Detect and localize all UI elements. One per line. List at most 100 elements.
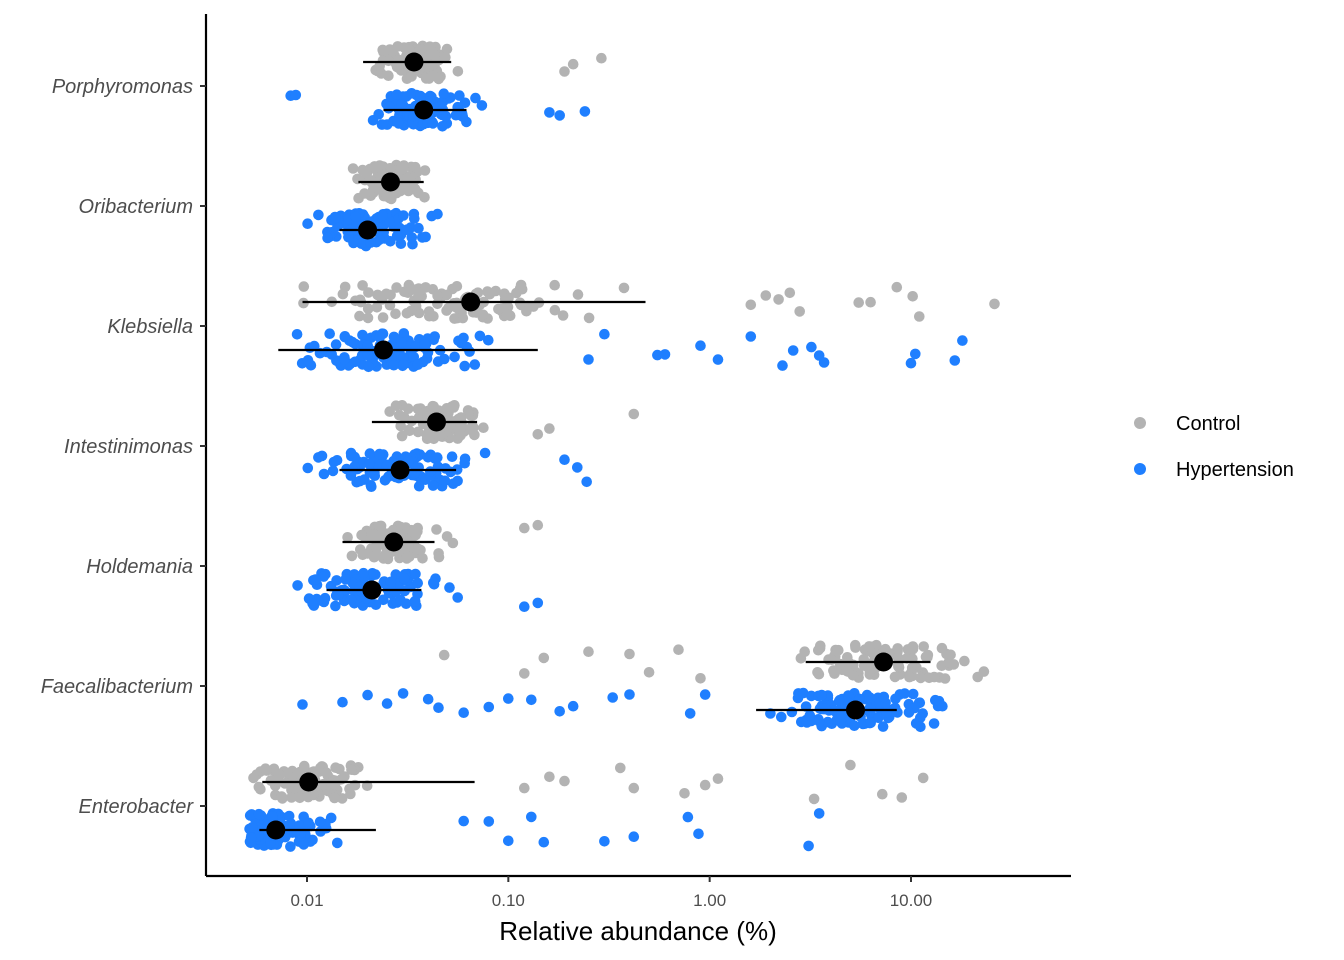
control-point [395, 420, 407, 432]
control-point [936, 642, 948, 654]
hypertension-point [322, 232, 333, 244]
hypertension-point [599, 328, 610, 340]
control-point [441, 403, 453, 414]
hypertension-point [903, 707, 915, 718]
control-point [904, 671, 915, 683]
control-point [922, 649, 934, 661]
hypertension-point [579, 106, 591, 117]
hypertension-point [519, 601, 530, 612]
control-point [419, 407, 431, 419]
control-point [493, 303, 504, 315]
control-point [845, 759, 856, 771]
control-point [945, 649, 956, 661]
control-point [362, 312, 374, 324]
control-point [329, 792, 340, 804]
hypertension-point [379, 475, 391, 486]
control-point [559, 66, 570, 77]
hypertension-point [422, 693, 434, 705]
hypertension-point [881, 707, 892, 718]
hypertension-median-point [358, 220, 378, 240]
hypertension-point [327, 465, 339, 477]
hypertension-point [364, 448, 376, 459]
hypertension-point [415, 90, 426, 102]
hypertension-point [410, 568, 421, 580]
control-point [914, 311, 925, 322]
control-point [330, 762, 341, 773]
control-point [410, 161, 421, 173]
control-point [371, 542, 383, 553]
control-point [808, 793, 820, 805]
y-tick-label: Oribacterium [79, 196, 193, 218]
control-point [583, 646, 594, 657]
hypertension-point [367, 568, 378, 579]
hypertension-point [446, 451, 458, 463]
control-point [433, 551, 445, 563]
control-point [397, 163, 409, 175]
hypertension-point [427, 118, 439, 129]
hypertension-point [428, 577, 439, 589]
control-point [538, 652, 550, 664]
hypertension-point [470, 92, 481, 104]
hypertension-point [307, 598, 318, 609]
hypertension-point [298, 839, 310, 850]
hypertension-point [337, 696, 348, 708]
hypertension-point [267, 811, 278, 822]
hypertension-point [395, 238, 407, 249]
control-point [948, 659, 960, 670]
hypertension-point [813, 808, 825, 819]
hypertension-point [391, 230, 403, 242]
hypertension-point [864, 692, 876, 703]
control-point [427, 59, 439, 70]
control-point [673, 644, 684, 655]
hypertension-point [396, 99, 407, 110]
hypertension-point [554, 706, 565, 717]
hypertension-point [836, 708, 847, 720]
control-point [628, 782, 640, 794]
control-point [253, 781, 265, 793]
control-point [959, 655, 970, 667]
hypertension-point [937, 700, 948, 712]
control-point [917, 772, 929, 784]
hypertension-point [878, 691, 890, 703]
hypertension-point [290, 89, 302, 101]
hypertension-point [693, 828, 704, 840]
hypertension-point [834, 694, 845, 706]
hypertension-point [302, 218, 313, 229]
hypertension-point [398, 359, 409, 370]
hypertension-point [318, 468, 330, 480]
control-point [346, 550, 358, 562]
control-point [374, 61, 385, 72]
hypertension-point [439, 475, 451, 487]
control-point [893, 661, 904, 672]
control-point [814, 642, 826, 654]
hypertension-point [324, 328, 336, 340]
x-axis-ticks: 0.01 0.10 1.00 10.00 [290, 876, 932, 910]
hypertension-point [803, 840, 814, 852]
summary-markers [259, 52, 931, 840]
hypertension-point [849, 720, 860, 731]
hypertension-point [915, 721, 926, 733]
control-point [404, 551, 415, 563]
hypertension-point [928, 718, 940, 729]
control-point [429, 49, 441, 61]
hypertension-point [949, 355, 961, 366]
control-point [643, 667, 655, 678]
hypertension-point [326, 349, 338, 360]
hypertension-point [401, 224, 413, 235]
hypertension-median-point [374, 340, 393, 360]
control-median-point [404, 52, 424, 72]
control-point [432, 290, 443, 302]
hypertension-point [385, 576, 397, 588]
control-point [773, 294, 784, 305]
hypertension-point [406, 232, 418, 243]
control-point [850, 639, 861, 651]
hypertension-point [459, 97, 471, 109]
control-point [337, 288, 349, 300]
control-point [321, 767, 332, 778]
x-tick-label: 0.10 [492, 891, 525, 910]
hypertension-point [313, 452, 324, 463]
hypertension-point [450, 109, 462, 121]
control-point [624, 648, 635, 660]
hypertension-point [458, 707, 470, 718]
